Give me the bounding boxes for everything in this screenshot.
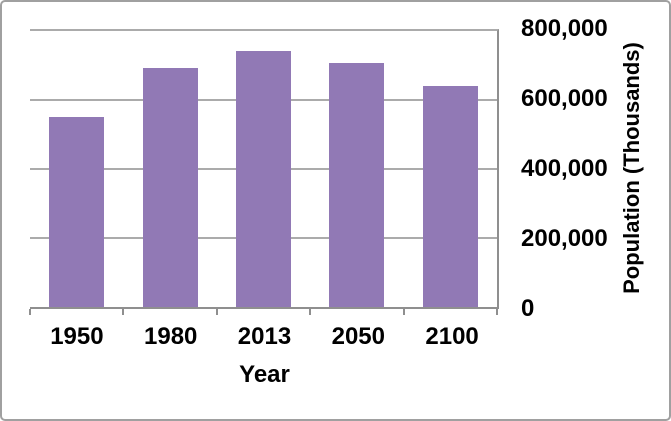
x-tick-label-2013: 2013: [237, 323, 292, 350]
bar-2050: [329, 62, 385, 307]
y-axis-tick-labels: 800,000 600,000 400,000 200,000 0: [521, 15, 636, 323]
bar-slot: [30, 31, 123, 307]
bar-slot: [217, 31, 310, 307]
x-axis-tick: [29, 309, 31, 315]
bar-slot: [123, 31, 216, 307]
bar-2100: [422, 86, 478, 307]
x-axis-tick: [215, 309, 218, 315]
x-tick-label-1980: 1980: [144, 323, 198, 350]
bar-1980: [142, 67, 198, 307]
x-axis-tick: [309, 309, 312, 315]
x-tick-label-2050: 2050: [331, 323, 385, 350]
bar-slot: [404, 31, 497, 307]
y-tick-label-600000: 600,000: [521, 85, 608, 112]
y-tick-label-200000: 200,000: [521, 225, 608, 252]
bar-1950: [49, 117, 105, 307]
x-axis-tick: [122, 309, 125, 315]
x-tick-label-1950: 1950: [50, 323, 104, 350]
plot-area: [29, 29, 499, 315]
x-axis-tick: [402, 309, 405, 315]
x-axis-title: Year: [239, 361, 290, 388]
y-tick-label-0: 0: [521, 295, 535, 322]
bars-container: [30, 31, 497, 307]
x-axis-tick-marks: [29, 309, 498, 315]
y-tick-label-800000: 800,000: [521, 15, 608, 42]
x-tick-label-2100: 2100: [425, 323, 479, 350]
bar-2013: [236, 51, 292, 307]
y-axis-title: Population (Thousands): [619, 42, 644, 294]
x-axis-tick: [496, 309, 498, 315]
y-tick-label-400000: 400,000: [521, 155, 608, 182]
x-axis-tick-labels: 1950 1980 2013 2050 2100: [30, 320, 499, 354]
bar-slot: [310, 31, 403, 307]
